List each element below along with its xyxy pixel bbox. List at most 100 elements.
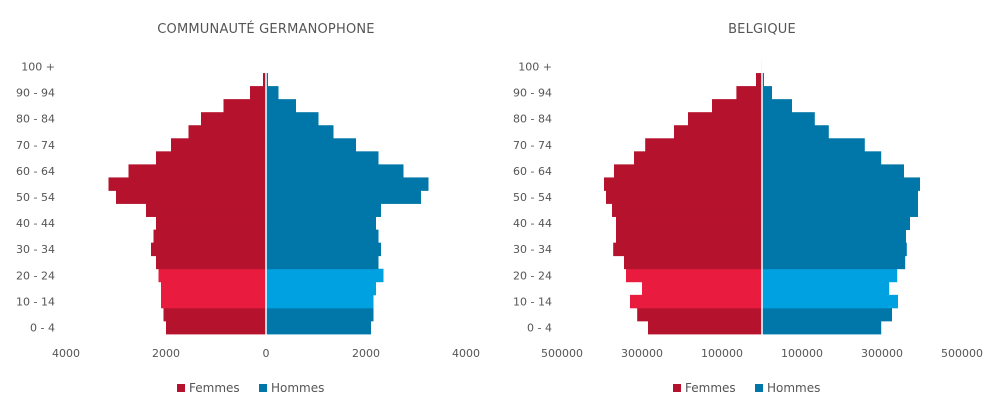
- bar-femmes-0-4: [166, 320, 266, 335]
- bar-femmes-65-69: [634, 151, 762, 165]
- bar-hommes-15-19: [762, 281, 890, 296]
- bar-femmes-10-14: [161, 294, 266, 309]
- x-tick-label: 500000: [541, 347, 583, 360]
- y-tick-label: 40 - 44: [513, 217, 552, 230]
- x-tick-label: 4000: [52, 347, 80, 360]
- y-axis-ticks: 0 - 4 10 - 14 20 - 24 30 - 34 40 - 44 50 - 54…: [513, 61, 552, 335]
- bar-femmes-90-94: [736, 86, 762, 100]
- bar-femmes-45-49: [612, 203, 762, 217]
- bar-femmes-80-84: [688, 112, 762, 126]
- x-tick-label: 100000: [701, 347, 743, 360]
- bar-hommes-85-89: [762, 99, 792, 113]
- bar-hommes-25-29: [266, 255, 379, 270]
- bar-femmes-95-99: [263, 73, 266, 87]
- chart-belgique: BELGIQUE 0 - 4 10 - 14 20 - 24 30 - 34 40 - …: [513, 22, 983, 395]
- bar-femmes-75-79: [674, 125, 762, 139]
- bar-femmes-35-39: [153, 229, 266, 244]
- bar-hommes-85-89: [266, 99, 296, 113]
- y-tick-label: 70 - 74: [513, 139, 552, 152]
- y-tick-label: 80 - 84: [513, 113, 552, 126]
- y-tick-label: 90 - 94: [513, 87, 552, 100]
- bar-hommes-60-64: [762, 164, 904, 178]
- y-tick-label: 80 - 84: [16, 113, 55, 126]
- bar-femmes-60-64: [614, 164, 762, 178]
- y-tick-label: 50 - 54: [513, 191, 552, 204]
- bar-femmes-25-29: [624, 255, 762, 270]
- bar-hommes-5-9: [762, 307, 892, 322]
- y-tick-label: 0 - 4: [30, 321, 55, 334]
- x-tick-label: 0: [263, 347, 270, 360]
- legend-swatch-femmes: [177, 384, 185, 392]
- bar-femmes-5-9: [637, 307, 762, 322]
- legend-swatch-femmes: [673, 384, 681, 392]
- bar-hommes-45-49: [762, 203, 918, 217]
- bar-hommes-15-19: [266, 281, 376, 296]
- bar-femmes-30-34: [613, 242, 762, 257]
- y-tick-label: 0 - 4: [527, 321, 552, 334]
- bar-hommes-20-24: [762, 268, 898, 283]
- bar-hommes-95-99: [266, 73, 268, 87]
- y-tick-label: 70 - 74: [16, 139, 55, 152]
- y-tick-label: 20 - 24: [16, 269, 55, 282]
- bar-hommes-50-54: [266, 190, 421, 204]
- bar-hommes-75-79: [266, 125, 334, 139]
- y-axis-ticks: 0 - 4 10 - 14 20 - 24 30 - 34 40 - 44 50 - 54…: [16, 61, 55, 335]
- bar-femmes-50-54: [116, 190, 266, 204]
- bar-femmes-55-59: [604, 177, 762, 191]
- x-axis-ticks: 4000 2000 0 2000 4000: [52, 347, 480, 360]
- bar-femmes-60-64: [128, 164, 266, 178]
- bar-hommes-5-9: [266, 307, 374, 322]
- bar-hommes-35-39: [266, 229, 379, 244]
- x-tick-label: 4000: [452, 347, 480, 360]
- bar-femmes-45-49: [146, 203, 266, 217]
- bar-femmes-20-24: [158, 268, 266, 283]
- chart-communaute-germanophone: COMMUNAUTÉ GERMANOPHONE 0 - 4 10 - 14 20 -…: [16, 21, 480, 395]
- bar-hommes-40-44: [266, 216, 376, 231]
- bar-hommes-35-39: [762, 229, 906, 244]
- bar-hommes-10-14: [762, 294, 898, 309]
- bar-hommes-50-54: [762, 190, 918, 204]
- bar-femmes-0-4: [648, 320, 762, 335]
- bar-hommes-0-4: [266, 320, 371, 335]
- legend-label-femmes: Femmes: [685, 381, 736, 395]
- y-tick-label: 100 +: [21, 61, 55, 74]
- bar-hommes-80-84: [762, 112, 815, 126]
- bar-femmes-95-99: [756, 73, 762, 87]
- bar-hommes-25-29: [762, 255, 906, 270]
- y-tick-label: 10 - 14: [513, 295, 552, 308]
- bar-hommes-55-59: [266, 177, 429, 191]
- bar-hommes-40-44: [762, 216, 910, 231]
- bar-hommes-30-34: [762, 242, 907, 257]
- bar-femmes-85-89: [223, 99, 266, 113]
- bar-femmes-20-24: [626, 268, 762, 283]
- bar-femmes-85-89: [712, 99, 762, 113]
- y-tick-label: 60 - 64: [513, 165, 552, 178]
- x-tick-label: 2000: [352, 347, 380, 360]
- bar-femmes-40-44: [616, 216, 762, 231]
- bar-femmes-15-19: [642, 281, 762, 296]
- bar-femmes-25-29: [156, 255, 266, 270]
- bar-hommes-60-64: [266, 164, 404, 178]
- bars-group: [108, 60, 429, 335]
- y-tick-label: 90 - 94: [16, 87, 55, 100]
- bar-femmes-35-39: [616, 229, 762, 244]
- y-tick-label: 20 - 24: [513, 269, 552, 282]
- bar-femmes-75-79: [188, 125, 266, 139]
- legend-label-femmes: Femmes: [189, 381, 240, 395]
- bar-femmes-90-94: [250, 86, 266, 100]
- bar-femmes-70-74: [645, 138, 762, 152]
- bars-group: [604, 60, 920, 335]
- bar-hommes-70-74: [762, 138, 865, 152]
- bar-femmes-5-9: [163, 307, 266, 322]
- legend: Femmes Hommes: [177, 381, 324, 395]
- bar-hommes-95-99: [762, 73, 764, 87]
- y-tick-label: 50 - 54: [16, 191, 55, 204]
- bar-femmes-80-84: [201, 112, 266, 126]
- x-tick-label: 300000: [861, 347, 903, 360]
- bar-femmes-55-59: [108, 177, 266, 191]
- legend-swatch-hommes: [259, 384, 267, 392]
- bar-hommes-90-94: [762, 86, 772, 100]
- bar-femmes-10-14: [630, 294, 762, 309]
- y-tick-label: 60 - 64: [16, 165, 55, 178]
